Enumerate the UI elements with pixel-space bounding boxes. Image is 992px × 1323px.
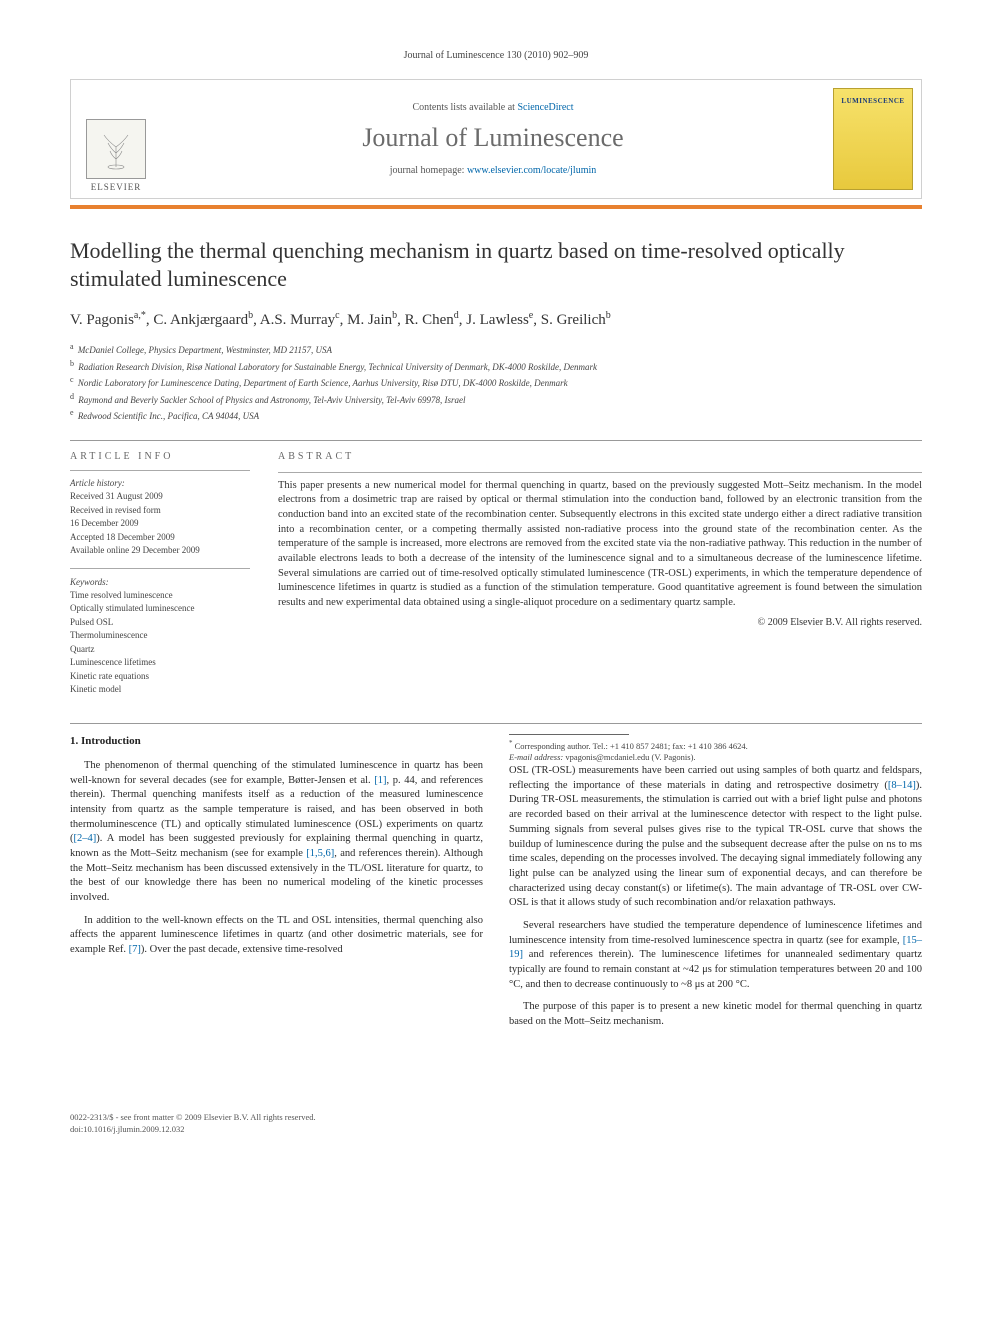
footnote-email: vpagonis@mcdaniel.edu (V. Pagonis). [563,752,695,762]
footnote-email-label: E-mail address: [509,752,563,762]
body-paragraph: Several researchers have studied the tem… [509,919,922,992]
homepage-link[interactable]: www.elsevier.com/locate/jlumin [467,165,596,176]
abstract-copyright: © 2009 Elsevier B.V. All rights reserved… [278,617,922,628]
reference-link[interactable]: [1] [374,775,386,786]
history-label: Article history: [70,478,125,488]
front-matter-line: 0022-2313/$ - see front matter © 2009 El… [70,1112,316,1122]
cover-title: LUMINESCENCE [841,97,904,105]
doi-line: doi:10.1016/j.jlumin.2009.12.032 [70,1124,185,1134]
orange-divider [70,205,922,209]
journal-cover-thumb: LUMINESCENCE [833,88,913,190]
article-history: Article history: Received 31 August 2009… [70,477,250,558]
article-body: 1. Introduction The phenomenon of therma… [70,734,922,1088]
publisher-name: ELSEVIER [91,182,142,192]
publisher-logo: ELSEVIER [71,80,161,198]
author-list: V. Pagonisa,*, C. Ankjærgaardb, A.S. Mur… [70,310,922,329]
corresponding-author-footnote: * Corresponding author. Tel.: +1 410 857… [509,739,922,765]
reference-link[interactable]: [8–14] [888,780,916,791]
reference-link[interactable]: [7] [129,944,141,955]
banner-center: Contents lists available at ScienceDirec… [161,80,825,198]
body-paragraph: In addition to the well-known effects on… [70,914,483,958]
body-paragraph: OSL (TR-OSL) measurements have been carr… [509,764,922,911]
body-paragraph: The purpose of this paper is to present … [509,1000,922,1029]
journal-banner: ELSEVIER Contents lists available at Sci… [70,79,922,199]
keywords-list: Time resolved luminescenceOptically stim… [70,589,250,697]
footnote-marker: * [509,739,513,747]
divider [70,723,922,724]
article-info-block: ARTICLE INFO Article history: Received 3… [70,451,250,697]
affiliations: a McDaniel College, Physics Department, … [70,341,922,424]
running-head: Journal of Luminescence 130 (2010) 902–9… [70,50,922,61]
footnote-line1: Corresponding author. Tel.: +1 410 857 2… [515,740,748,750]
homepage-prefix: journal homepage: [390,165,467,176]
journal-name: Journal of Luminescence [362,123,623,153]
footnote-separator [509,734,629,735]
article-title: Modelling the thermal quenching mechanis… [70,237,922,292]
reference-link[interactable]: [1,5,6] [306,848,334,859]
reference-link[interactable]: [2–4] [74,833,97,844]
body-paragraph: The phenomenon of thermal quenching of t… [70,759,483,906]
article-info-head: ARTICLE INFO [70,451,250,462]
info-rule [70,568,250,569]
abstract-block: ABSTRACT This paper presents a new numer… [278,451,922,697]
elsevier-tree-icon [86,119,146,179]
homepage-line: journal homepage: www.elsevier.com/locat… [390,165,597,176]
abstract-text: This paper presents a new numerical mode… [278,479,922,611]
footer-left: 0022-2313/$ - see front matter © 2009 El… [70,1112,316,1136]
sciencedirect-link[interactable]: ScienceDirect [517,102,573,113]
contents-available-line: Contents lists available at ScienceDirec… [412,102,573,113]
section-heading: 1. Introduction [70,734,483,749]
info-rule [70,470,250,471]
abstract-rule [278,472,922,473]
keywords-label: Keywords: [70,577,250,587]
reference-link[interactable]: [15–19] [509,935,922,961]
abstract-head: ABSTRACT [278,451,922,462]
contents-prefix: Contents lists available at [412,102,517,113]
divider [70,440,922,441]
page-footer: 0022-2313/$ - see front matter © 2009 El… [70,1112,922,1136]
